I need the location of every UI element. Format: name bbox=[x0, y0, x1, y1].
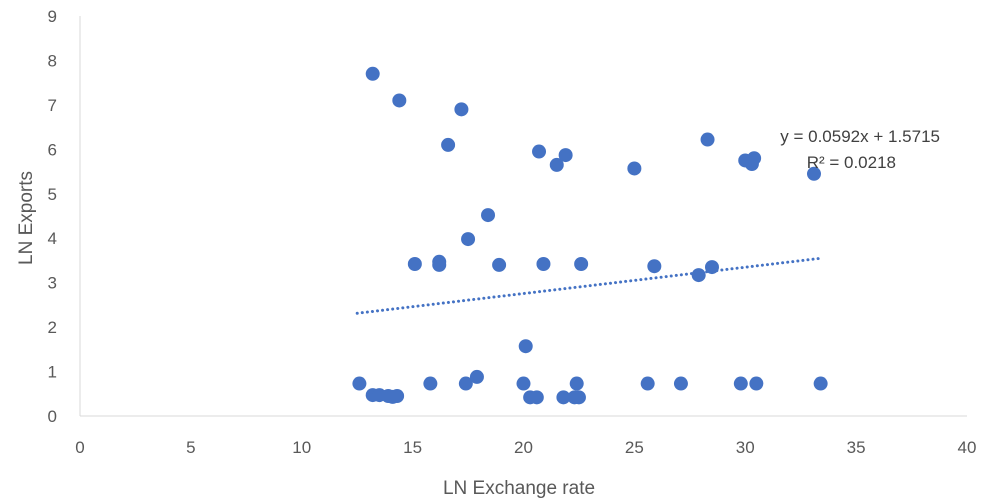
y-tick-label: 7 bbox=[48, 96, 57, 115]
x-tick-label: 20 bbox=[514, 438, 533, 457]
x-tick-labels: 0 5 10 15 20 25 30 35 40 bbox=[75, 438, 976, 457]
data-point bbox=[516, 376, 531, 391]
data-point bbox=[390, 389, 405, 403]
y-tick-label: 8 bbox=[48, 51, 57, 70]
data-point bbox=[691, 268, 706, 283]
data-point bbox=[627, 161, 642, 176]
data-point bbox=[700, 132, 715, 147]
data-point bbox=[813, 376, 828, 391]
data-point bbox=[556, 390, 571, 405]
trendline-r2: R² = 0.0218 bbox=[807, 153, 896, 172]
data-point bbox=[529, 390, 544, 405]
data-point bbox=[574, 257, 589, 271]
data-point bbox=[432, 257, 447, 272]
x-tick-label: 25 bbox=[625, 438, 644, 457]
data-point bbox=[747, 151, 762, 166]
data-point bbox=[469, 369, 484, 384]
data-point bbox=[365, 66, 380, 81]
x-tick-label: 30 bbox=[736, 438, 755, 457]
data-point bbox=[532, 144, 547, 159]
data-point bbox=[392, 93, 407, 108]
data-point bbox=[569, 376, 584, 391]
data-point bbox=[423, 376, 438, 391]
data-point bbox=[352, 376, 367, 391]
data-point bbox=[481, 208, 496, 223]
x-tick-label: 0 bbox=[75, 438, 84, 457]
y-tick-label: 6 bbox=[48, 140, 57, 159]
data-point bbox=[549, 157, 564, 172]
data-point bbox=[518, 339, 533, 354]
x-tick-label: 15 bbox=[403, 438, 422, 457]
x-axis-title: LN Exchange rate bbox=[443, 478, 595, 499]
data-point bbox=[441, 137, 456, 152]
data-point bbox=[492, 257, 507, 272]
data-point bbox=[558, 148, 573, 163]
y-tick-label: 5 bbox=[48, 185, 57, 204]
x-tick-label: 10 bbox=[292, 438, 311, 457]
y-tick-label: 0 bbox=[48, 407, 57, 426]
data-points bbox=[352, 66, 828, 405]
y-tick-label: 1 bbox=[48, 363, 57, 382]
data-point bbox=[749, 376, 764, 391]
data-point bbox=[461, 232, 476, 247]
data-point bbox=[673, 376, 688, 391]
data-point bbox=[454, 102, 469, 117]
data-point bbox=[458, 376, 473, 391]
trendline bbox=[355, 257, 820, 315]
x-tick-label: 35 bbox=[847, 438, 866, 457]
data-point bbox=[640, 376, 655, 391]
data-point bbox=[647, 259, 662, 274]
data-point bbox=[536, 257, 551, 271]
data-point bbox=[704, 260, 719, 275]
y-tick-label: 2 bbox=[48, 318, 57, 337]
y-tick-labels: 0 1 2 3 4 5 6 7 8 9 bbox=[48, 7, 57, 426]
y-tick-label: 9 bbox=[48, 7, 57, 26]
data-point bbox=[806, 166, 821, 181]
x-tick-label: 5 bbox=[186, 438, 195, 457]
trendline-equation: y = 0.0592x + 1.5715 bbox=[780, 127, 940, 146]
y-axis-title: LN Exports bbox=[16, 171, 37, 265]
data-point bbox=[733, 376, 748, 391]
y-tick-label: 3 bbox=[48, 274, 57, 293]
x-tick-label: 40 bbox=[958, 438, 977, 457]
y-tick-label: 4 bbox=[48, 229, 57, 248]
data-point bbox=[407, 257, 422, 271]
data-point bbox=[571, 390, 586, 405]
